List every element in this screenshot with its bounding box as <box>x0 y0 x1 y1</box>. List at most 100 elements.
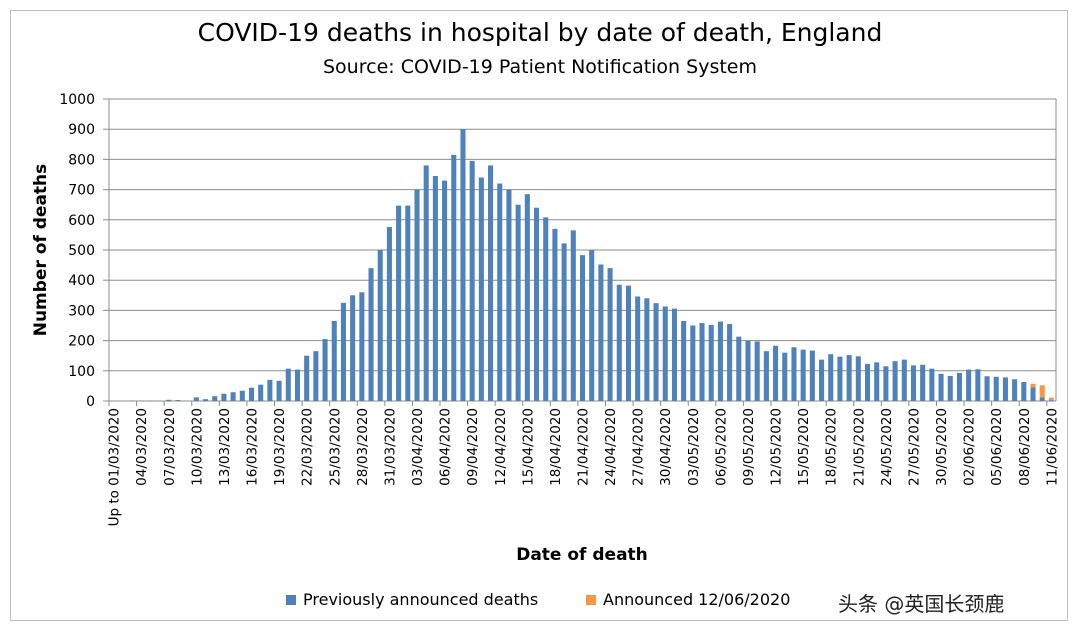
bar-previous <box>644 298 650 401</box>
x-tick-label: 04/03/2020 <box>134 408 150 486</box>
bar-previous <box>901 359 907 401</box>
bar-previous <box>607 268 613 401</box>
bar-previous <box>883 366 889 401</box>
x-tick-label: 21/04/2020 <box>576 408 592 486</box>
y-tick-label: 200 <box>68 334 95 350</box>
bar-previous <box>239 390 245 401</box>
legend-item-announced: Announced 12/06/2020 <box>586 590 790 609</box>
bar-previous <box>193 397 199 401</box>
bar-previous <box>966 369 972 401</box>
bar-previous <box>460 129 466 401</box>
bar-previous <box>717 321 723 401</box>
y-tick-label: 1000 <box>59 92 95 108</box>
bar-previous <box>405 205 411 401</box>
bar-previous <box>837 356 843 401</box>
bar-previous <box>763 351 769 401</box>
bar-previous <box>248 387 255 401</box>
bar-previous <box>671 308 677 401</box>
bar-previous <box>258 384 264 401</box>
y-axis-label: Number of deaths <box>31 163 51 337</box>
bar-previous <box>166 399 172 401</box>
bar-previous <box>598 264 604 401</box>
x-tick-label: 03/05/2020 <box>686 408 702 486</box>
bar-previous <box>864 363 871 401</box>
bar-previous <box>313 351 319 401</box>
x-tick-label: 12/05/2020 <box>769 408 785 486</box>
bar-previous <box>451 154 457 401</box>
bar-previous <box>515 204 521 401</box>
bar-previous <box>1012 379 1018 401</box>
bar-previous <box>543 217 549 401</box>
bar-previous <box>819 359 825 401</box>
bar-previous <box>736 336 742 401</box>
watermark: 头条 @英国长颈鹿 <box>838 592 1005 616</box>
chart-title: COVID-19 deaths in hospital by date of d… <box>197 18 883 47</box>
x-tick-label: 05/06/2020 <box>989 408 1005 486</box>
bar-previous <box>276 380 282 401</box>
bar-previous <box>432 176 438 401</box>
x-tick-label: 07/03/2020 <box>162 408 178 486</box>
bar-previous <box>442 180 448 401</box>
bar-previous <box>956 372 962 401</box>
x-tick-label: 21/05/2020 <box>851 408 867 486</box>
bar-previous <box>534 207 540 401</box>
bar-previous <box>1002 377 1008 401</box>
x-tick-label: 24/05/2020 <box>879 408 895 486</box>
bar-previous <box>589 250 595 401</box>
bar-previous <box>1030 387 1036 401</box>
x-tick-label: 15/05/2020 <box>796 408 812 486</box>
bar-previous <box>304 355 310 401</box>
legend-label-previous: Previously announced deaths <box>303 590 539 609</box>
bar-previous <box>267 379 273 401</box>
bar-previous <box>782 352 788 401</box>
bar-announced <box>1030 383 1036 388</box>
legend-swatch-previous <box>286 594 296 605</box>
bar-previous <box>892 361 898 401</box>
x-tick-label: 18/04/2020 <box>548 408 564 486</box>
bar-previous <box>368 268 374 401</box>
y-tick-label: 300 <box>68 303 95 319</box>
bar-previous <box>230 392 236 401</box>
x-tick-label: 15/04/2020 <box>520 408 536 486</box>
y-tick-label: 400 <box>68 273 95 289</box>
bar-previous <box>506 189 512 401</box>
bar-previous <box>1021 381 1027 401</box>
bar-previous <box>929 368 935 401</box>
bar-announced <box>1048 397 1054 401</box>
bar-previous <box>625 285 631 401</box>
bar-previous <box>423 165 429 401</box>
bar-previous <box>350 295 356 401</box>
x-tick-label: 30/05/2020 <box>934 408 950 486</box>
x-tick-label: 25/03/2020 <box>327 408 343 486</box>
bar-previous <box>828 354 834 401</box>
y-tick-label: 800 <box>68 152 95 168</box>
x-tick-label: 11/06/2020 <box>1044 408 1060 486</box>
x-tick-label: 13/03/2020 <box>217 408 233 486</box>
bar-previous <box>690 325 696 401</box>
x-tick-label: 09/05/2020 <box>741 408 757 486</box>
bar-previous <box>579 255 586 401</box>
bar-previous <box>635 296 641 401</box>
x-tick-label: 19/03/2020 <box>272 408 288 486</box>
bar-previous <box>809 350 815 401</box>
bar-previous <box>975 369 981 401</box>
bar-previous <box>322 339 328 401</box>
bar-previous <box>175 400 181 401</box>
bar-previous <box>359 292 365 401</box>
bar-previous <box>947 375 953 401</box>
bar-previous <box>938 373 944 401</box>
x-tick-label: 08/06/2020 <box>1017 408 1033 486</box>
x-tick-label: 30/04/2020 <box>658 408 674 486</box>
bar-previous <box>920 364 926 401</box>
bar-previous <box>331 320 337 401</box>
x-tick-label: 10/03/2020 <box>189 408 205 486</box>
bar-previous <box>561 243 567 401</box>
x-tick-label: 31/03/2020 <box>382 408 398 486</box>
bar-previous <box>662 306 668 401</box>
bar-previous <box>386 227 392 401</box>
bar-previous <box>791 347 797 401</box>
bar-previous <box>552 228 558 401</box>
legend-label-announced: Announced 12/06/2020 <box>603 590 791 609</box>
bar-previous <box>212 396 218 401</box>
